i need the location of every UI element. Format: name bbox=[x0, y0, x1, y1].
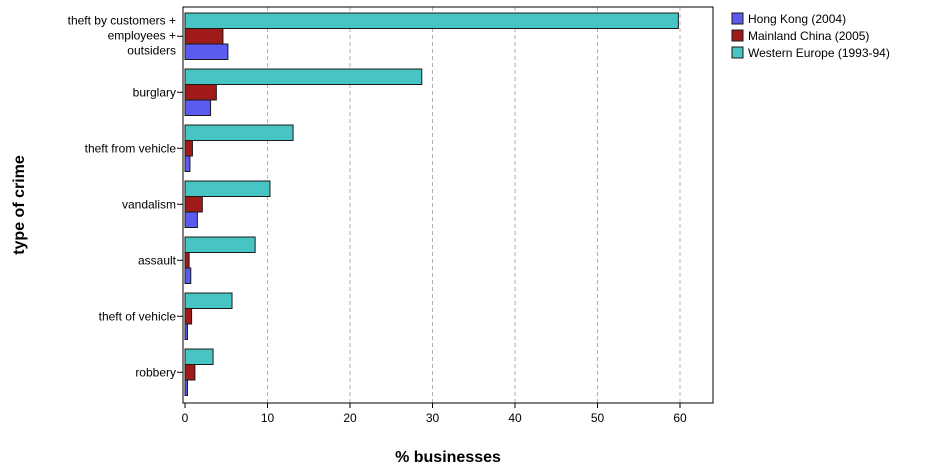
legend: Hong Kong (2004) Mainland China (2005) Wes… bbox=[731, 12, 890, 60]
y-tick-label-line: theft by customers + bbox=[68, 13, 176, 27]
y-axis: theft by customers + employees + outsiders… bbox=[68, 13, 183, 379]
x-tick-label-30: 30 bbox=[426, 411, 440, 425]
bar-5-series-3 bbox=[184, 236, 256, 253]
bar-3-series-3 bbox=[184, 124, 294, 141]
x-tick-label-40: 40 bbox=[508, 411, 522, 425]
bar-1-series-1 bbox=[184, 43, 229, 60]
y-tick-label-line: robbery bbox=[135, 365, 176, 379]
legend-label-1: Hong Kong (2004) bbox=[748, 12, 846, 26]
legend-label-2: Mainland China (2005) bbox=[748, 29, 869, 43]
x-tick-label-0: 0 bbox=[182, 411, 189, 425]
bar-1-series-3 bbox=[184, 12, 679, 29]
x-tick-label-50: 50 bbox=[591, 411, 605, 425]
legend-swatch-3 bbox=[731, 46, 744, 59]
y-tick-label-6: theft of vehicle bbox=[99, 309, 177, 323]
bar-6-series-1 bbox=[184, 323, 188, 340]
y-tick-label-line: vandalism bbox=[122, 197, 176, 211]
y-tick-label-line: assault bbox=[138, 253, 177, 267]
x-tick-label-10: 10 bbox=[261, 411, 275, 425]
y-tick-label-line: theft from vehicle bbox=[85, 141, 177, 155]
bar-6-series-3 bbox=[184, 292, 233, 309]
bar-3-series-2 bbox=[184, 140, 193, 157]
y-tick-label-line: burglary bbox=[133, 85, 176, 99]
grid-lines bbox=[267, 7, 681, 403]
bar-2-series-2 bbox=[184, 84, 217, 101]
x-tick-label-20: 20 bbox=[343, 411, 357, 425]
bar-7-series-1 bbox=[184, 379, 188, 396]
bar-5-series-1 bbox=[184, 267, 192, 284]
y-tick-label-2: burglary bbox=[133, 85, 176, 99]
x-tick-label-60: 60 bbox=[673, 411, 687, 425]
legend-swatch-1 bbox=[731, 12, 744, 25]
bar-7-series-2 bbox=[184, 364, 196, 381]
legend-label-3: Western Europe (1993-94) bbox=[748, 46, 890, 60]
bars bbox=[184, 12, 679, 396]
y-tick-label-line: employees + bbox=[108, 28, 176, 42]
y-tick-label-7: robbery bbox=[135, 365, 176, 379]
plot-area-frame bbox=[182, 6, 714, 404]
bar-4-series-3 bbox=[184, 180, 271, 197]
bar-1-series-2 bbox=[184, 28, 224, 45]
legend-swatch-2 bbox=[731, 29, 744, 42]
y-tick-label-5: assault bbox=[138, 253, 177, 267]
y-axis-title: type of crime bbox=[11, 155, 28, 255]
bar-2-series-3 bbox=[184, 68, 423, 85]
bar-2-series-1 bbox=[184, 99, 212, 116]
x-axis-title: % businesses bbox=[395, 449, 501, 464]
bar-4-series-2 bbox=[184, 196, 203, 213]
y-tick-label-3: theft from vehicle bbox=[85, 141, 177, 155]
y-tick-label-1: theft by customers + employees + outsiders bbox=[68, 13, 176, 57]
y-tick-label-line: theft of vehicle bbox=[99, 309, 177, 323]
y-tick-label-4: vandalism bbox=[122, 197, 176, 211]
bar-4-series-1 bbox=[184, 211, 198, 228]
bar-5-series-2 bbox=[184, 252, 190, 269]
bar-7-series-3 bbox=[184, 348, 214, 365]
x-axis: 0 10 20 30 40 50 60 bbox=[182, 403, 687, 425]
y-tick-label-line: outsiders bbox=[127, 43, 176, 57]
bar-3-series-1 bbox=[184, 155, 191, 172]
bar-6-series-2 bbox=[184, 308, 193, 325]
